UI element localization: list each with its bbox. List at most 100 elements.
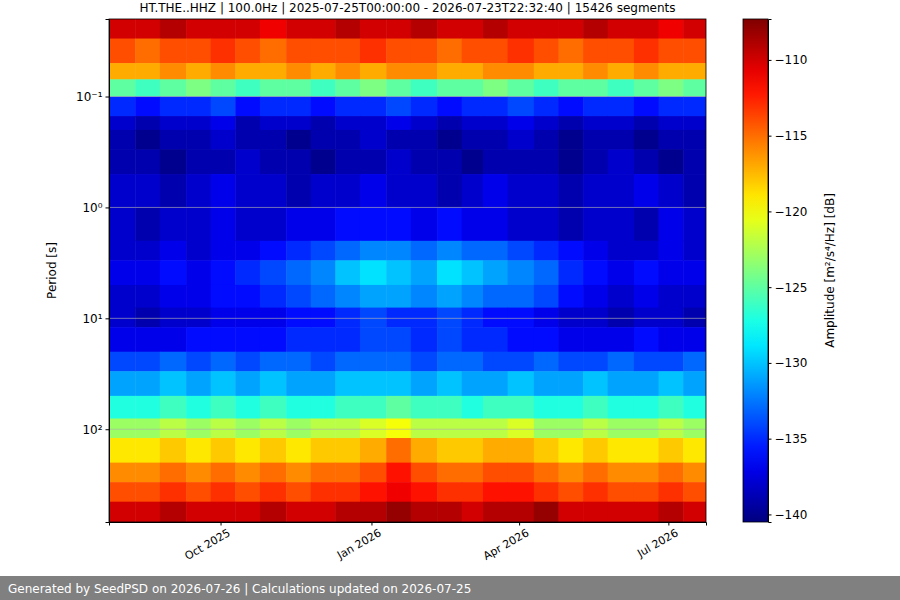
heatmap-cell xyxy=(608,371,635,396)
heatmap-cell xyxy=(583,19,608,39)
heatmap-cell xyxy=(135,352,160,372)
heatmap-cell xyxy=(360,308,387,328)
heatmap-cell xyxy=(211,308,236,328)
heatmap-cell xyxy=(260,97,287,117)
heatmap-cell xyxy=(335,482,360,502)
heatmap-cell xyxy=(583,352,608,372)
heatmap-cell xyxy=(235,418,260,438)
heatmap-cell xyxy=(235,371,260,396)
heatmap-cell xyxy=(311,418,336,438)
heatmap-cell xyxy=(286,39,311,64)
heatmap-cell xyxy=(135,260,160,285)
x-tick-mark xyxy=(221,522,222,526)
heatmap-cell xyxy=(311,116,336,130)
heatmap-cell xyxy=(360,463,387,483)
heatmap-cell xyxy=(508,149,535,174)
heatmap-cell xyxy=(235,97,260,117)
heatmap-cell xyxy=(558,482,583,502)
colorbar-tick-label: −120 xyxy=(775,205,808,219)
heatmap-cell xyxy=(335,308,360,328)
heatmap-cell xyxy=(483,396,508,419)
heatmap-cell xyxy=(462,116,484,130)
colorbar-tick-mark xyxy=(768,439,772,440)
heatmap-cell xyxy=(311,502,336,522)
heatmap-cell xyxy=(583,285,608,308)
heatmap-cell xyxy=(311,207,336,241)
heatmap-cell xyxy=(186,396,211,419)
heatmap-cell xyxy=(659,39,684,64)
heatmap-cell xyxy=(135,418,160,438)
heatmap-cell xyxy=(360,207,387,241)
x-tick: Jan 2026 xyxy=(334,522,383,562)
heatmap-cell xyxy=(659,502,684,522)
heatmap-cell xyxy=(558,130,583,150)
heatmap-cell xyxy=(335,241,360,261)
heatmap-cell xyxy=(483,285,508,308)
heatmap-cell xyxy=(659,418,684,438)
heatmap-cell xyxy=(508,285,535,308)
heatmap-cell xyxy=(386,327,411,352)
heatmap-cell xyxy=(260,130,287,150)
heatmap-cell xyxy=(186,352,211,372)
heatmap-cell xyxy=(634,241,659,261)
heatmap-cell xyxy=(311,285,336,308)
heatmap-cell xyxy=(608,19,635,39)
heatmap-cell xyxy=(534,327,559,352)
colorbar-title: Amplitude [m²/s⁴/Hz] [dB] xyxy=(823,193,837,348)
heatmap-cell xyxy=(608,396,635,419)
heatmap-cell xyxy=(634,396,659,419)
heatmap-cell xyxy=(186,79,211,97)
heatmap-cell xyxy=(135,63,160,80)
heatmap-cell xyxy=(186,482,211,502)
grid-line xyxy=(109,207,706,208)
heatmap-cell xyxy=(260,396,287,419)
heatmap-cell xyxy=(558,418,583,438)
heatmap-cell xyxy=(634,130,659,150)
heatmap-cell xyxy=(360,438,387,463)
heatmap-cell xyxy=(160,116,187,130)
heatmap-cell xyxy=(235,130,260,150)
heatmap-cell xyxy=(335,371,360,396)
heatmap-cell xyxy=(683,130,706,150)
heatmap-cell xyxy=(437,174,462,208)
heatmap-cell xyxy=(386,19,411,39)
heatmap-cell xyxy=(109,327,136,352)
heatmap-cell xyxy=(235,260,260,285)
heatmap-cell xyxy=(286,63,311,80)
heatmap-cell xyxy=(608,308,635,328)
heatmap-cell xyxy=(211,19,236,39)
heatmap-cell xyxy=(311,97,336,117)
heatmap-cell xyxy=(483,207,508,241)
heatmap-cell xyxy=(634,19,659,39)
heatmap-cell xyxy=(558,39,583,64)
heatmap-cell xyxy=(160,130,187,150)
heatmap-cell xyxy=(583,396,608,419)
heatmap-cell xyxy=(311,63,336,80)
heatmap-cell xyxy=(109,97,136,117)
heatmap-cell xyxy=(335,39,360,64)
heatmap-cell xyxy=(437,260,462,285)
heatmap-cell xyxy=(186,97,211,117)
heatmap-cell xyxy=(235,327,260,352)
heatmap-cell xyxy=(462,149,484,174)
heatmap-cell xyxy=(160,63,187,80)
heatmap-cell xyxy=(109,260,136,285)
heatmap-cell xyxy=(483,79,508,97)
heatmap-cell xyxy=(211,97,236,117)
heatmap-cell xyxy=(437,463,462,483)
heatmap-cell xyxy=(160,241,187,261)
heatmap-cell xyxy=(683,285,706,308)
heatmap-cell xyxy=(311,352,336,372)
heatmap-cell xyxy=(360,502,387,522)
heatmap-cell xyxy=(335,327,360,352)
heatmap-cell xyxy=(160,327,187,352)
heatmap-cell xyxy=(437,130,462,150)
heatmap-cell xyxy=(534,438,559,463)
heatmap-cell xyxy=(109,241,136,261)
heatmap-cell xyxy=(186,207,211,241)
heatmap-cell xyxy=(683,79,706,97)
heatmap-cell xyxy=(186,308,211,328)
heatmap-cell xyxy=(683,174,706,208)
heatmap-cell xyxy=(534,116,559,130)
colorbar-axis-line xyxy=(769,20,772,523)
